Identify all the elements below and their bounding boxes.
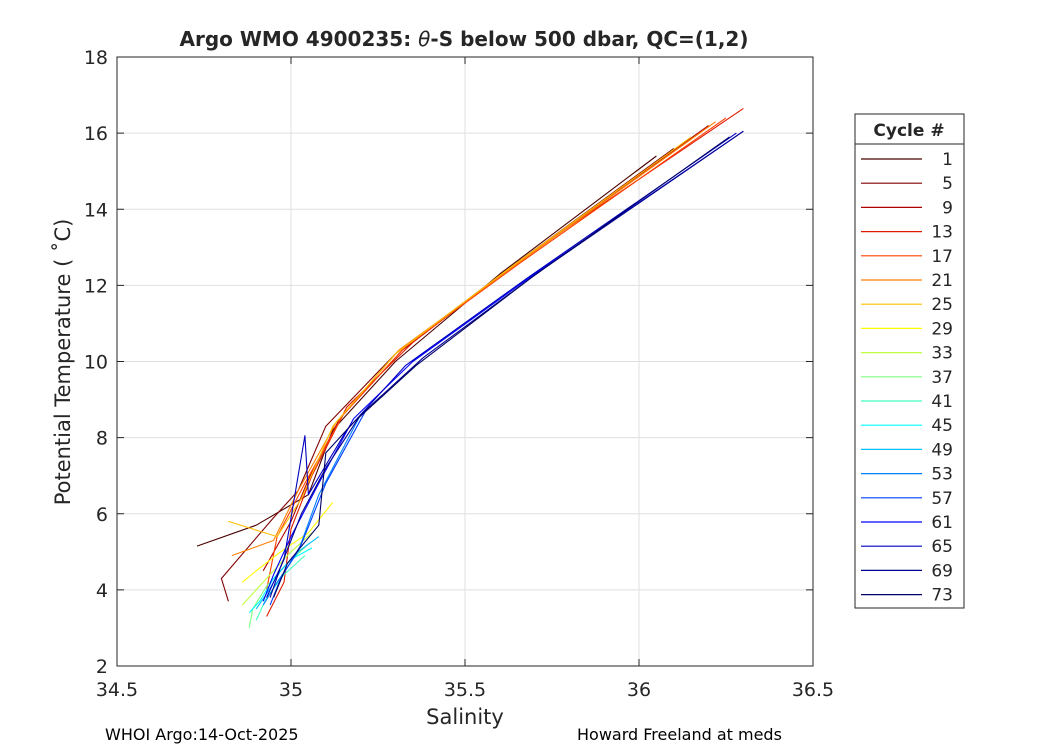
x-tick-label: 34.5 — [96, 679, 138, 701]
legend-entry: 9 — [861, 198, 953, 218]
y-tick-label: 2 — [96, 656, 108, 678]
chart-title-prefix: Argo WMO 4900235: — [180, 27, 419, 51]
legend-label: 73 — [931, 586, 953, 606]
y-tick-label: 12 — [84, 275, 108, 297]
legend-entry: 45 — [861, 416, 953, 436]
chart-title-suffix: -S below 500 dbar, QC=(1,2) — [430, 27, 748, 51]
legend-label: 37 — [931, 368, 953, 388]
legend-entry: 33 — [861, 344, 953, 364]
y-tick-label: 16 — [84, 123, 108, 145]
series-line-3 — [266, 107, 744, 617]
legend-entry: 25 — [861, 295, 953, 315]
chart-title: Argo WMO 4900235: θ-S below 500 dbar, QC… — [180, 27, 749, 51]
legend-entry: 1 — [861, 150, 953, 170]
y-tick-label: 8 — [96, 428, 108, 450]
legend-entry: 69 — [861, 561, 953, 581]
legend-entry: 21 — [861, 271, 953, 291]
legend-entry: 17 — [861, 247, 953, 267]
legend-entry: 53 — [861, 465, 953, 485]
x-tick-label: 36.5 — [792, 679, 834, 701]
y-tick-label: 14 — [84, 199, 108, 221]
series-line-16 — [266, 132, 737, 598]
legend-label: 1 — [942, 150, 953, 170]
legend-label: 41 — [931, 392, 953, 412]
legend-label: 29 — [931, 319, 953, 339]
legend-label: 61 — [931, 513, 953, 533]
legend-entry: 73 — [861, 586, 953, 606]
series-line-7 — [241, 501, 334, 583]
legend-entry: 61 — [861, 513, 953, 533]
series-line-6 — [228, 136, 692, 538]
x-tick-label: 35 — [279, 679, 303, 701]
footer-author: Howard Freeland at meds — [577, 725, 782, 744]
legend-entry: 37 — [861, 368, 953, 388]
legend-entry: 41 — [861, 392, 953, 412]
y-tick-label: 4 — [96, 580, 108, 602]
legend-entry: 5 — [861, 174, 953, 194]
x-axis-label: Salinity — [426, 705, 504, 729]
legend-label: 49 — [931, 440, 953, 460]
series-line-11 — [248, 547, 313, 614]
legend-label: 17 — [931, 247, 953, 267]
series-line-2 — [262, 125, 709, 572]
chart-title-theta: θ — [418, 27, 430, 51]
legend-label: 9 — [942, 198, 953, 218]
legend-label: 53 — [931, 465, 953, 485]
legend-label: 33 — [931, 344, 953, 364]
series-line-18 — [273, 136, 730, 598]
legend-box — [854, 113, 965, 609]
y-tick-label: 10 — [84, 352, 108, 374]
axis-ticks: 34.5 35 35.5 36 36.5 2 4 6 8 10 12 14 16 18 — [84, 47, 834, 701]
y-tick-label: 6 — [96, 504, 108, 526]
y-tick-label: 18 — [84, 47, 108, 69]
series-line-17 — [269, 130, 744, 598]
series-line-0 — [196, 155, 657, 547]
legend-label: 25 — [931, 295, 953, 315]
legend-label: 57 — [931, 489, 953, 509]
series-line-1 — [220, 147, 675, 602]
legend: Cycle # 1 5 9 13 17 21 25 29 33 37 41 45 49 53 57 61 65 6… — [854, 113, 965, 609]
legend-entry: 65 — [861, 537, 953, 557]
grid — [117, 57, 813, 666]
series-line-8 — [241, 532, 313, 606]
legend-label: 21 — [931, 271, 953, 291]
y-axis-label: Potential Temperature ( ˚C) — [51, 219, 75, 506]
series-lines — [196, 107, 744, 628]
legend-label: 69 — [931, 561, 953, 581]
legend-title: Cycle # — [873, 121, 944, 141]
series-line-15 — [262, 130, 744, 602]
legend-entry: 57 — [861, 489, 953, 509]
legend-entry: 29 — [861, 319, 953, 339]
series-line-12 — [255, 536, 320, 610]
footer-source: WHOI Argo:14-Oct-2025 — [105, 725, 299, 744]
x-tick-label: 36 — [627, 679, 651, 701]
x-tick-label: 35.5 — [444, 679, 486, 701]
legend-label: 13 — [931, 223, 953, 243]
legend-label: 45 — [931, 416, 953, 436]
legend-label: 65 — [931, 537, 953, 557]
series-line-14 — [269, 406, 369, 606]
legend-entry: 49 — [861, 440, 953, 460]
legend-entry: 13 — [861, 223, 953, 243]
legend-label: 5 — [942, 174, 953, 194]
